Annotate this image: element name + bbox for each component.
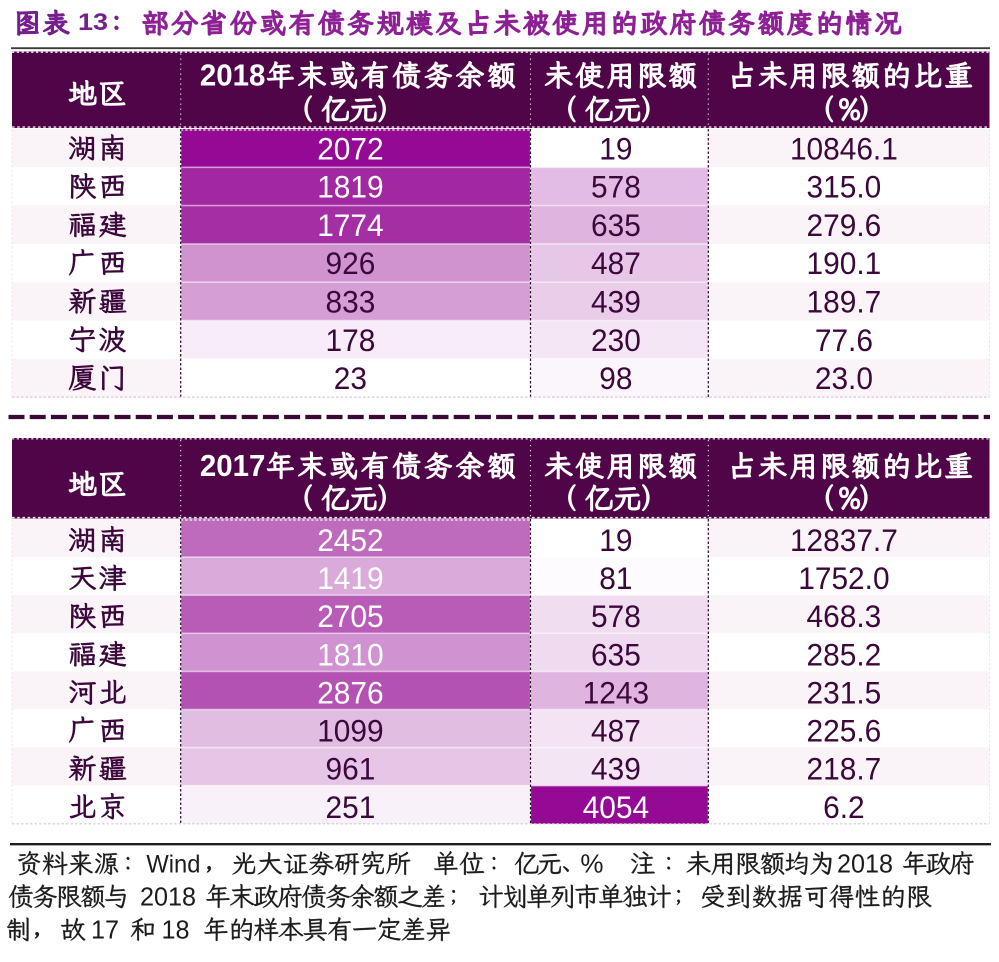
svg-text:6.2: 6.2: [823, 789, 865, 825]
svg-text:468.3: 468.3: [807, 598, 882, 634]
svg-text:961: 961: [326, 751, 376, 787]
svg-text:635: 635: [591, 207, 641, 243]
svg-text:1819: 1819: [317, 169, 383, 205]
svg-text:218.7: 218.7: [807, 751, 882, 787]
svg-text:189.7: 189.7: [807, 284, 882, 320]
svg-text:635: 635: [591, 636, 641, 672]
svg-text:1243: 1243: [583, 674, 649, 710]
svg-text:439: 439: [591, 284, 641, 320]
svg-text:1099: 1099: [317, 713, 383, 749]
svg-text:1810: 1810: [317, 636, 383, 672]
svg-text:1752.0: 1752.0: [798, 560, 889, 596]
svg-text:10846.1: 10846.1: [790, 130, 898, 166]
svg-text:285.2: 285.2: [807, 636, 882, 672]
svg-text:2018: 2018: [200, 58, 266, 93]
svg-text:2072: 2072: [317, 130, 383, 166]
svg-text:178: 178: [326, 322, 376, 358]
svg-text:2018: 2018: [837, 849, 893, 879]
svg-text:315.0: 315.0: [807, 169, 882, 205]
svg-text:4054: 4054: [583, 789, 649, 825]
svg-text:23.0: 23.0: [815, 360, 873, 396]
svg-text:Wind: Wind: [146, 851, 200, 879]
svg-text:12837.7: 12837.7: [790, 522, 898, 558]
svg-text:2705: 2705: [317, 598, 383, 634]
svg-text:231.5: 231.5: [807, 674, 882, 710]
svg-text:2876: 2876: [317, 674, 383, 710]
svg-text:81: 81: [599, 560, 632, 596]
svg-text:2018: 2018: [140, 882, 196, 912]
svg-text:833: 833: [326, 284, 376, 320]
svg-text:225.6: 225.6: [807, 713, 882, 749]
svg-text:487: 487: [591, 245, 641, 281]
svg-text:578: 578: [591, 169, 641, 205]
svg-text:926: 926: [326, 245, 376, 281]
svg-text:2017: 2017: [200, 448, 266, 483]
svg-text:190.1: 190.1: [807, 245, 882, 281]
svg-text:251: 251: [326, 789, 376, 825]
svg-text:98: 98: [599, 360, 632, 396]
svg-text:439: 439: [591, 751, 641, 787]
svg-text:1774: 1774: [317, 207, 383, 243]
svg-text:1419: 1419: [317, 560, 383, 596]
svg-text:19: 19: [599, 130, 632, 166]
svg-text:13: 13: [78, 9, 108, 36]
svg-text:77.6: 77.6: [815, 322, 873, 358]
svg-text:17: 17: [91, 915, 119, 945]
svg-text:23: 23: [334, 360, 367, 396]
svg-text:487: 487: [591, 713, 641, 749]
svg-text:279.6: 279.6: [807, 207, 882, 243]
svg-text:18: 18: [162, 915, 190, 945]
svg-text:19: 19: [599, 522, 632, 558]
svg-text:%: %: [580, 849, 603, 879]
svg-text:230: 230: [591, 322, 641, 358]
svg-text:2452: 2452: [317, 522, 383, 558]
svg-text:578: 578: [591, 598, 641, 634]
